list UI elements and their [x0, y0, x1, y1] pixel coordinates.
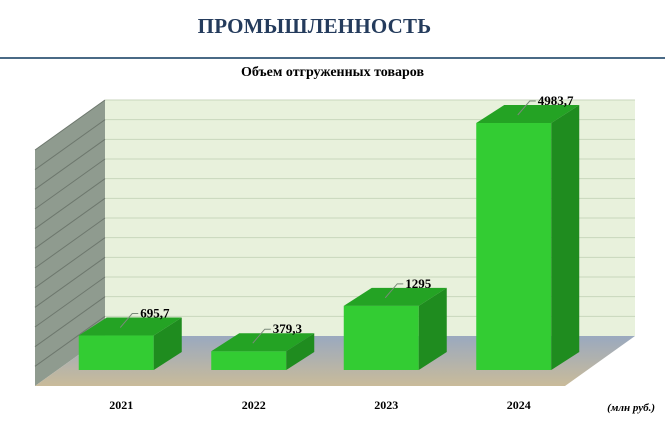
- side-gridline: [34, 296, 106, 348]
- header-divider: [0, 57, 665, 59]
- bar-front: [78, 335, 154, 370]
- side-gridline: [34, 138, 106, 190]
- side-gridline: [34, 99, 106, 151]
- bar-2023: [343, 287, 447, 370]
- chart-title: Объем отгруженных товаров: [240, 65, 425, 80]
- side-gridline: [34, 315, 106, 367]
- side-gridline: [34, 256, 106, 308]
- data-label: 379,3: [273, 321, 303, 336]
- bar-side: [153, 317, 182, 370]
- bar-top: [476, 105, 580, 124]
- data-label: 4983,7: [538, 93, 574, 108]
- leader-line: [384, 283, 404, 299]
- data-label: 1295: [405, 276, 432, 291]
- side-gridline: [34, 158, 106, 210]
- bar-2022: [211, 333, 315, 370]
- x-tick-label: 2023: [374, 398, 398, 412]
- side-gridline: [34, 276, 106, 328]
- side-gridline: [34, 119, 106, 171]
- page-title: ПРОМЫШЛЕННОСТЬ: [197, 14, 432, 38]
- bar-front: [343, 305, 419, 370]
- bar-top: [211, 333, 315, 352]
- leader-line: [252, 328, 271, 344]
- side-gridline: [34, 217, 106, 269]
- bar-side: [286, 333, 315, 370]
- bar-2021: [78, 317, 182, 370]
- x-tick-label: 2021: [109, 398, 133, 412]
- bar-front: [211, 351, 287, 370]
- bar-top: [343, 287, 447, 306]
- side-gridline: [34, 197, 106, 249]
- bar-side: [418, 287, 447, 370]
- unit-note: (млн руб.): [607, 402, 655, 414]
- side-gridline: [34, 237, 106, 289]
- leader-line: [517, 100, 536, 116]
- bar-top: [78, 317, 182, 336]
- x-tick-label: 2024: [507, 398, 531, 412]
- bar-front: [476, 123, 552, 370]
- side-gridline: [34, 178, 106, 230]
- x-tick-label: 2022: [242, 398, 266, 412]
- bar-side: [551, 105, 580, 371]
- data-label: 695,7: [140, 306, 170, 321]
- leader-line: [119, 313, 139, 328]
- bar-2024: [476, 105, 580, 371]
